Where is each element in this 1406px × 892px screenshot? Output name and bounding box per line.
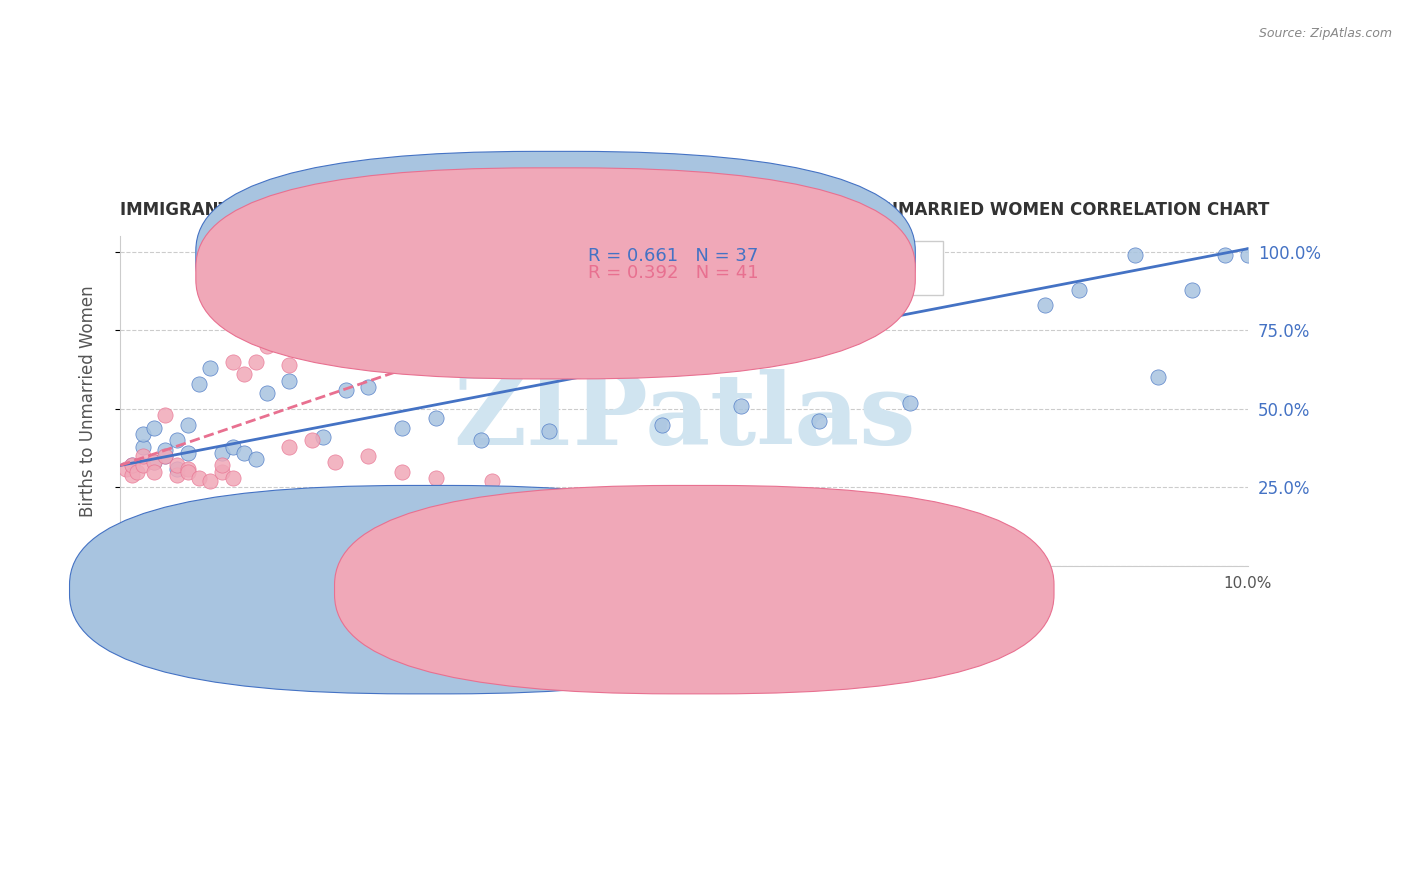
Point: [166, 434, 188, 448]
Point: [222, 355, 245, 369]
Point: [481, 474, 503, 488]
Point: [651, 417, 673, 432]
Point: [312, 248, 335, 262]
Point: [582, 248, 605, 262]
Text: R = 0.661   N = 37: R = 0.661 N = 37: [588, 247, 759, 265]
Point: [1215, 248, 1237, 262]
Point: [1033, 298, 1056, 312]
Point: [357, 449, 380, 463]
Y-axis label: Births to Unmarried Women: Births to Unmarried Women: [79, 285, 97, 516]
Point: [278, 358, 301, 372]
Point: [143, 420, 166, 434]
Text: Immigrants from Singapore: Immigrants from Singapore: [724, 582, 934, 597]
Point: [132, 440, 155, 454]
Point: [447, 515, 470, 529]
Point: [188, 471, 211, 485]
Point: [155, 449, 177, 463]
Point: [537, 424, 560, 438]
Text: IMMIGRANTS FROM THE AZORES VS IMMIGRANTS FROM SINGAPORE BIRTHS TO UNMARRIED WOME: IMMIGRANTS FROM THE AZORES VS IMMIGRANTS…: [121, 202, 1270, 219]
Point: [121, 458, 143, 473]
Point: [278, 248, 301, 262]
Point: [211, 465, 233, 479]
Point: [245, 355, 267, 369]
Point: [177, 465, 200, 479]
Point: [155, 449, 177, 463]
Point: [166, 467, 188, 482]
Point: [200, 474, 222, 488]
Point: [188, 376, 211, 391]
Text: Immigrants from the Azores: Immigrants from the Azores: [458, 582, 673, 597]
Point: [616, 496, 638, 510]
Point: [127, 465, 149, 479]
Point: [143, 455, 166, 469]
Point: [730, 248, 752, 262]
FancyBboxPatch shape: [509, 241, 943, 295]
Point: [121, 467, 143, 482]
Point: [132, 458, 155, 473]
Point: [391, 420, 413, 434]
FancyBboxPatch shape: [69, 485, 789, 694]
Point: [256, 339, 278, 353]
Point: [132, 427, 155, 442]
Point: [211, 458, 233, 473]
Point: [673, 248, 696, 262]
FancyBboxPatch shape: [335, 485, 1054, 694]
Point: [425, 471, 447, 485]
Point: [233, 446, 256, 460]
Point: [335, 383, 357, 397]
Point: [155, 442, 177, 457]
Point: [278, 374, 301, 388]
Point: [515, 490, 537, 504]
Point: [233, 368, 256, 382]
Point: [143, 465, 166, 479]
Point: [301, 434, 323, 448]
Point: [808, 414, 831, 428]
Point: [177, 461, 200, 475]
Point: [730, 399, 752, 413]
Point: [1146, 370, 1168, 384]
Point: [256, 386, 278, 401]
Point: [470, 434, 492, 448]
FancyBboxPatch shape: [195, 168, 915, 379]
Point: [166, 461, 188, 475]
Point: [143, 455, 166, 469]
Point: [425, 411, 447, 425]
Point: [177, 417, 200, 432]
Point: [245, 452, 267, 467]
Point: [211, 446, 233, 460]
Point: [1181, 283, 1204, 297]
Point: [177, 446, 200, 460]
Text: R = 0.392   N = 41: R = 0.392 N = 41: [588, 264, 759, 282]
Point: [1237, 248, 1260, 262]
FancyBboxPatch shape: [195, 152, 915, 362]
Point: [560, 533, 582, 548]
Text: Source: ZipAtlas.com: Source: ZipAtlas.com: [1258, 27, 1392, 40]
Point: [312, 430, 335, 444]
Point: [898, 395, 921, 409]
Point: [323, 455, 346, 469]
Point: [115, 461, 138, 475]
Point: [1067, 283, 1090, 297]
Point: [278, 440, 301, 454]
Point: [200, 361, 222, 376]
Point: [357, 380, 380, 394]
Point: [537, 248, 560, 262]
Point: [155, 408, 177, 422]
Point: [222, 471, 245, 485]
Point: [391, 465, 413, 479]
Point: [222, 440, 245, 454]
Text: ZIPatlas: ZIPatlas: [453, 369, 915, 466]
Point: [166, 458, 188, 473]
Point: [132, 449, 155, 463]
Point: [1123, 248, 1146, 262]
Point: [121, 458, 143, 473]
